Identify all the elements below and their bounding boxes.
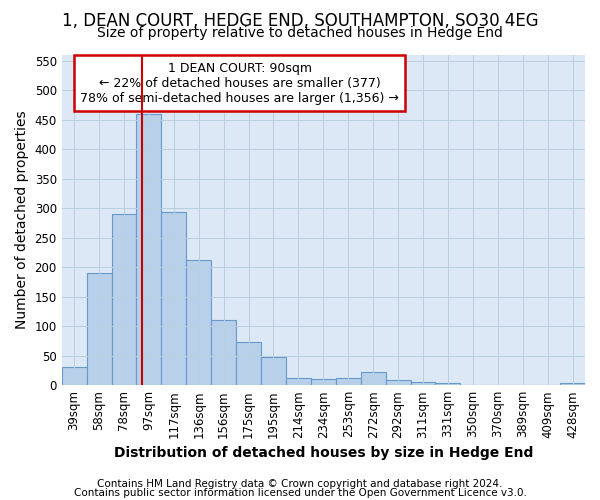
Bar bbox=[136, 114, 161, 385]
Bar bbox=[86, 273, 112, 385]
Bar bbox=[311, 380, 336, 385]
Bar bbox=[361, 372, 386, 385]
Bar bbox=[112, 214, 136, 385]
Text: Contains HM Land Registry data © Crown copyright and database right 2024.: Contains HM Land Registry data © Crown c… bbox=[97, 479, 503, 489]
Y-axis label: Number of detached properties: Number of detached properties bbox=[15, 111, 29, 330]
Bar bbox=[62, 368, 86, 385]
Bar bbox=[286, 378, 311, 385]
Bar bbox=[261, 358, 286, 385]
Text: Contains public sector information licensed under the Open Government Licence v3: Contains public sector information licen… bbox=[74, 488, 526, 498]
Bar bbox=[410, 382, 436, 385]
Text: 1, DEAN COURT, HEDGE END, SOUTHAMPTON, SO30 4EG: 1, DEAN COURT, HEDGE END, SOUTHAMPTON, S… bbox=[62, 12, 538, 30]
Bar bbox=[161, 212, 186, 385]
Bar bbox=[560, 383, 585, 385]
Bar bbox=[211, 320, 236, 385]
Bar bbox=[236, 342, 261, 385]
Text: Size of property relative to detached houses in Hedge End: Size of property relative to detached ho… bbox=[97, 26, 503, 40]
Bar bbox=[336, 378, 361, 385]
Bar bbox=[436, 383, 460, 385]
Bar bbox=[386, 380, 410, 385]
X-axis label: Distribution of detached houses by size in Hedge End: Distribution of detached houses by size … bbox=[113, 446, 533, 460]
Bar bbox=[186, 260, 211, 385]
Text: 1 DEAN COURT: 90sqm
← 22% of detached houses are smaller (377)
78% of semi-detac: 1 DEAN COURT: 90sqm ← 22% of detached ho… bbox=[80, 62, 399, 104]
